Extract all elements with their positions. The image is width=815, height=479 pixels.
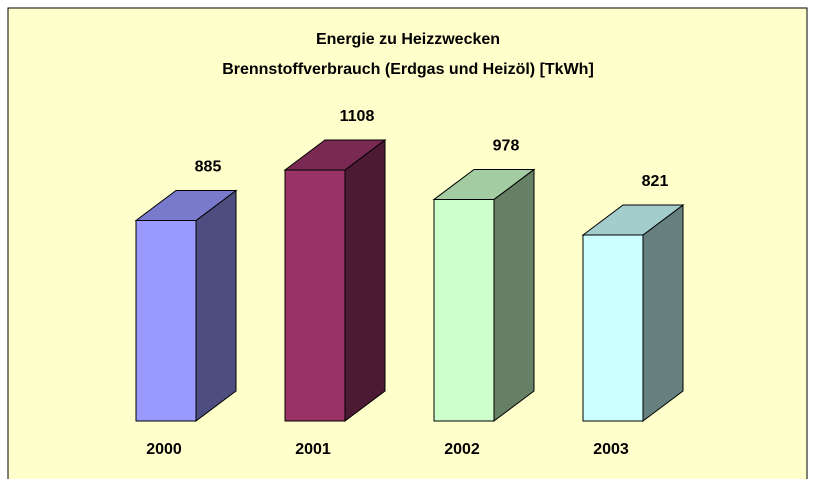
chart-area: [7, 7, 808, 479]
chart-subtitle: Brennstoffverbrauch (Erdgas und Heizöl) …: [222, 61, 594, 78]
value-label: 885: [195, 159, 222, 176]
bar-side: [493, 168, 535, 422]
value-label: 1108: [340, 108, 375, 125]
x-tick-label: 2000: [146, 441, 182, 458]
x-tick-label: 2002: [444, 441, 480, 458]
value-label: 978: [493, 138, 520, 155]
bar-front: [582, 234, 644, 422]
x-tick-label: 2001: [295, 441, 331, 458]
bar-side: [642, 204, 684, 422]
bar-side: [195, 189, 237, 422]
bar-front: [433, 198, 495, 422]
x-tick-label: 2003: [593, 441, 629, 458]
bar: [581, 204, 685, 422]
bar: [283, 139, 387, 422]
bar: [432, 168, 536, 422]
bar-side: [344, 139, 386, 422]
bar: [134, 189, 238, 422]
value-label: 821: [642, 173, 669, 190]
bar-front: [284, 169, 346, 422]
bar-front: [135, 220, 197, 422]
chart-title: Energie zu Heizzwecken: [316, 31, 500, 48]
